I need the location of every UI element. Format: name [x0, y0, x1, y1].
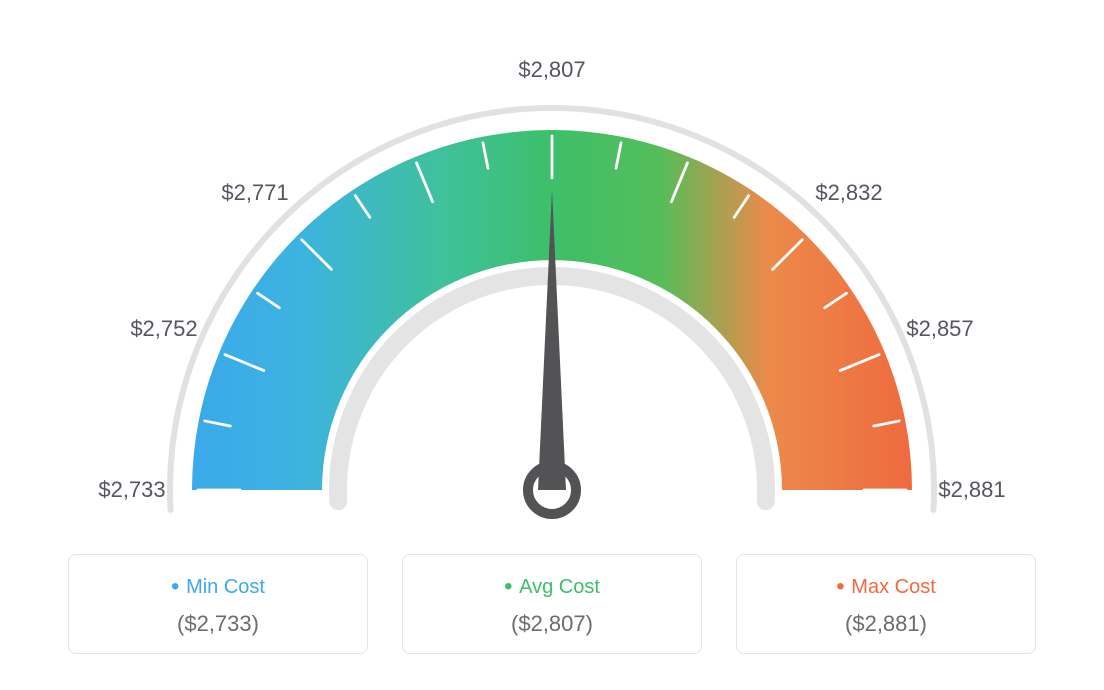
gauge-tick-label: $2,832 [815, 180, 882, 206]
legend-row: Min Cost ($2,733) Avg Cost ($2,807) Max … [68, 554, 1036, 654]
gauge-tick-label: $2,807 [518, 57, 585, 83]
gauge-tick-label: $2,771 [221, 180, 288, 206]
legend-card-min: Min Cost ($2,733) [68, 554, 368, 654]
legend-value-avg: ($2,807) [511, 611, 593, 637]
gauge-tick-label: $2,752 [130, 316, 197, 342]
legend-value-max: ($2,881) [845, 611, 927, 637]
gauge-tick-label: $2,857 [906, 316, 973, 342]
gauge-tick-label: $2,881 [938, 477, 1005, 503]
legend-value-min: ($2,733) [177, 611, 259, 637]
legend-card-max: Max Cost ($2,881) [736, 554, 1036, 654]
legend-card-avg: Avg Cost ($2,807) [402, 554, 702, 654]
legend-title-max: Max Cost [836, 573, 936, 601]
gauge-chart: $2,733 $2,752 $2,771 $2,807 $2,832 $2,857 $2,8… [72, 30, 1032, 570]
legend-title-avg: Avg Cost [504, 573, 600, 601]
gauge-tick-label: $2,733 [98, 477, 165, 503]
legend-title-min: Min Cost [171, 573, 265, 601]
